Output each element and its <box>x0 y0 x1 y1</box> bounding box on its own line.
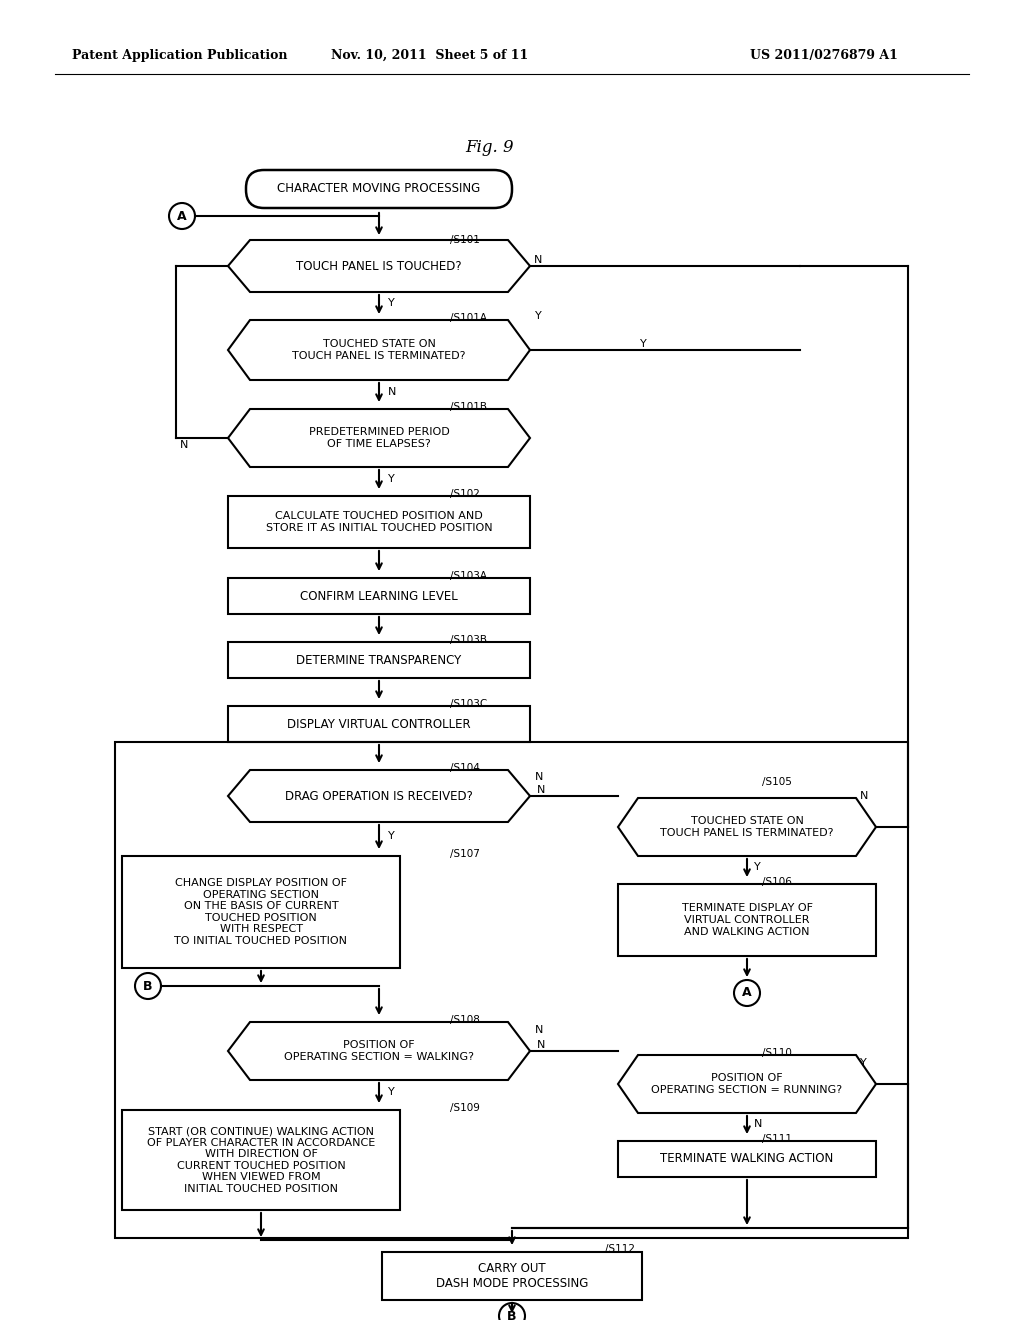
Bar <box>382 1251 642 1300</box>
Text: Nov. 10, 2011  Sheet 5 of 11: Nov. 10, 2011 Sheet 5 of 11 <box>332 49 528 62</box>
Text: A: A <box>742 986 752 999</box>
Text: /S103A: /S103A <box>450 572 487 581</box>
Text: /S101A: /S101A <box>450 313 487 323</box>
Text: US 2011/0276879 A1: US 2011/0276879 A1 <box>750 49 898 62</box>
Text: TOUCHED STATE ON
TOUCH PANEL IS TERMINATED?: TOUCHED STATE ON TOUCH PANEL IS TERMINAT… <box>660 816 834 838</box>
Text: N: N <box>754 1119 763 1129</box>
Text: /S109: /S109 <box>450 1104 480 1113</box>
Text: /S103B: /S103B <box>450 635 487 645</box>
Text: N: N <box>537 1040 546 1049</box>
Text: DISPLAY VIRTUAL CONTROLLER: DISPLAY VIRTUAL CONTROLLER <box>287 718 471 730</box>
Text: CHANGE DISPLAY POSITION OF
OPERATING SECTION
ON THE BASIS OF CURRENT
TOUCHED POS: CHANGE DISPLAY POSITION OF OPERATING SEC… <box>174 878 347 946</box>
Text: DETERMINE TRANSPARENCY: DETERMINE TRANSPARENCY <box>296 653 462 667</box>
Text: N: N <box>860 791 868 801</box>
Text: Y: Y <box>860 1059 866 1068</box>
Text: TERMINATE WALKING ACTION: TERMINATE WALKING ACTION <box>660 1152 834 1166</box>
Text: DRAG OPERATION IS RECEIVED?: DRAG OPERATION IS RECEIVED? <box>285 789 473 803</box>
Text: /S104: /S104 <box>450 763 480 774</box>
Text: Fig. 9: Fig. 9 <box>466 140 514 157</box>
Bar <box>618 1140 876 1177</box>
Text: /S108: /S108 <box>450 1015 480 1026</box>
Text: TOUCHED STATE ON
TOUCH PANEL IS TERMINATED?: TOUCHED STATE ON TOUCH PANEL IS TERMINAT… <box>292 339 466 360</box>
Text: N: N <box>388 387 396 397</box>
Bar <box>228 642 530 678</box>
Text: CONFIRM LEARNING LEVEL: CONFIRM LEARNING LEVEL <box>300 590 458 602</box>
Text: /S107: /S107 <box>450 849 480 859</box>
Text: Y: Y <box>754 862 761 873</box>
Text: /S111: /S111 <box>762 1134 792 1144</box>
Text: Y: Y <box>535 312 542 321</box>
Text: /S110: /S110 <box>762 1048 792 1059</box>
Text: /S101: /S101 <box>450 235 480 246</box>
Bar <box>618 884 876 956</box>
Text: B: B <box>507 1309 517 1320</box>
Text: PREDETERMINED PERIOD
OF TIME ELAPSES?: PREDETERMINED PERIOD OF TIME ELAPSES? <box>308 428 450 449</box>
Text: /S112: /S112 <box>605 1243 635 1254</box>
Bar <box>122 1110 400 1210</box>
Text: TOUCH PANEL IS TOUCHED?: TOUCH PANEL IS TOUCHED? <box>296 260 462 272</box>
Text: POSITION OF
OPERATING SECTION = WALKING?: POSITION OF OPERATING SECTION = WALKING? <box>284 1040 474 1061</box>
Text: CALCULATE TOUCHED POSITION AND
STORE IT AS INITIAL TOUCHED POSITION: CALCULATE TOUCHED POSITION AND STORE IT … <box>265 511 493 533</box>
Text: Y: Y <box>640 339 647 348</box>
Text: Patent Application Publication: Patent Application Publication <box>72 49 288 62</box>
Text: TERMINATE DISPLAY OF
VIRTUAL CONTROLLER
AND WALKING ACTION: TERMINATE DISPLAY OF VIRTUAL CONTROLLER … <box>682 903 812 937</box>
Bar <box>228 706 530 742</box>
Text: B: B <box>143 979 153 993</box>
Text: CARRY OUT
DASH MODE PROCESSING: CARRY OUT DASH MODE PROCESSING <box>436 1262 588 1290</box>
Text: START (OR CONTINUE) WALKING ACTION
OF PLAYER CHARACTER IN ACCORDANCE
WITH DIRECT: START (OR CONTINUE) WALKING ACTION OF PL… <box>146 1126 375 1195</box>
Text: CHARACTER MOVING PROCESSING: CHARACTER MOVING PROCESSING <box>278 182 480 195</box>
Text: /S101B: /S101B <box>450 403 487 412</box>
Text: A: A <box>177 210 186 223</box>
Text: /S105: /S105 <box>762 777 792 787</box>
Text: Y: Y <box>388 832 394 841</box>
Bar <box>115 742 908 1238</box>
Text: Y: Y <box>388 474 394 484</box>
Text: N: N <box>534 255 543 265</box>
Text: Y: Y <box>388 1086 394 1097</box>
Text: N: N <box>180 440 188 450</box>
Text: Y: Y <box>388 298 394 308</box>
Text: /S103C: /S103C <box>450 700 487 709</box>
Text: N: N <box>537 785 546 795</box>
Bar <box>228 496 530 548</box>
Bar <box>122 855 400 968</box>
Text: N: N <box>535 772 544 781</box>
Bar <box>228 578 530 614</box>
Text: N: N <box>535 1026 544 1035</box>
Text: POSITION OF
OPERATING SECTION = RUNNING?: POSITION OF OPERATING SECTION = RUNNING? <box>651 1073 843 1094</box>
Text: /S102: /S102 <box>450 488 480 499</box>
Text: /S106: /S106 <box>762 876 792 887</box>
